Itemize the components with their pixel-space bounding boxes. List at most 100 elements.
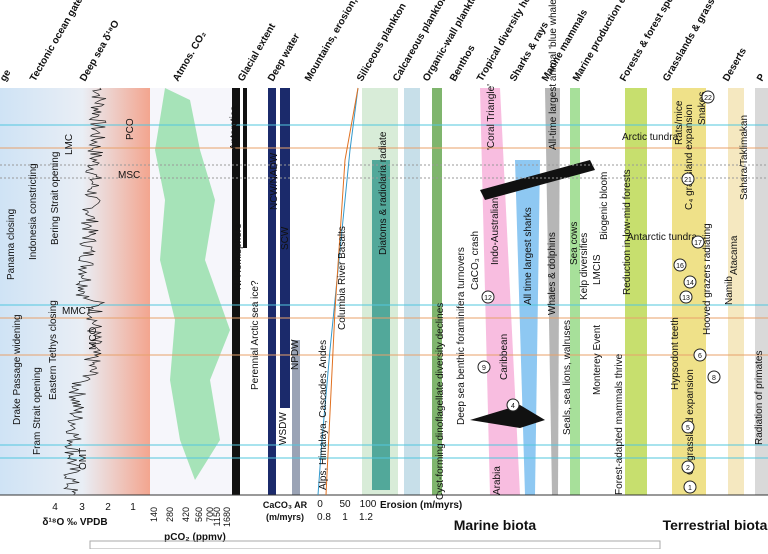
annotation: Hooved grazers radiating (702, 223, 713, 335)
tick-label: 1150 (212, 507, 222, 526)
annotation: Deep sea benthic foraminifera turnovers (456, 247, 467, 425)
axis-label: (m/myrs) (266, 512, 304, 522)
marker-number: 8 (712, 375, 716, 382)
marker-circle (683, 275, 697, 289)
marker-number: 13 (682, 295, 690, 302)
column-header: Mountains, erosion, volcanism (303, 0, 386, 84)
marker-circle (681, 172, 695, 186)
annotation: C₄ grassland expansion (684, 104, 695, 210)
axis-label: Erosion (m/myrs) (380, 500, 462, 511)
annotation: CaCO₃ crash (470, 231, 481, 290)
annotation: OMT (78, 448, 89, 470)
tick-label: 0.8 (317, 512, 331, 523)
annotation: All-time largest animal 'blue whale' (548, 0, 559, 150)
axis-label: CaCO₃ AR (263, 500, 308, 510)
axis-label: δ¹⁸O ‰ VPDB (42, 517, 107, 528)
annotation: Diatoms & radiolaria radiate (378, 131, 389, 255)
marker-circle (707, 370, 721, 384)
marker-circle (477, 360, 491, 374)
marker-circle (693, 348, 707, 362)
annotation: N. Hemisphere (233, 223, 244, 290)
marker-number: 16 (676, 263, 684, 270)
column-header: ge (0, 68, 14, 84)
axis-label: pCO₂ (ppmv) (164, 532, 226, 543)
annotation: All time largest sharks (523, 207, 534, 305)
erosion-curve (325, 87, 359, 496)
annotation: Hypsodont teeth (670, 317, 681, 390)
tick-label: 140 (149, 507, 159, 522)
annotation: Antarctica (229, 105, 240, 150)
footer-label: Marine biota (454, 517, 537, 533)
annotation: NPDW (290, 339, 301, 370)
tick-label: 50 (339, 499, 351, 510)
annotation: Snakes (697, 92, 708, 125)
tick-label: 100 (360, 499, 377, 510)
annotation: Seals, sea lions, walruses (562, 320, 573, 435)
annotation: Bering Strait opening (50, 152, 61, 245)
annotation: 'Coral Triangle' (486, 84, 497, 150)
column-header: Deep sea δ¹⁸O (78, 18, 122, 83)
footer-label: Terrestrial biota (663, 517, 768, 533)
annotation: Biogenic bloom (599, 172, 610, 240)
annotation: Panama closing (6, 209, 17, 280)
tick-label: 280 (165, 507, 175, 522)
annotation: Namib (724, 276, 735, 305)
marker-number: 9 (482, 365, 486, 372)
tick-label: 1 (342, 512, 348, 523)
annotation: Perennial Arctic sea ice? (250, 280, 261, 390)
annotation: WSDW (278, 412, 289, 445)
annotation: MMCT (62, 306, 92, 317)
tick-label: 0 (317, 499, 323, 510)
caco3-curve (317, 87, 359, 496)
annotation: Indonesia constricting (28, 163, 39, 260)
time-lines (0, 124, 768, 496)
annotation: Indo-Australian (490, 198, 501, 265)
marker-circle (681, 420, 695, 434)
tick-label: 3 (79, 502, 85, 513)
annotation: Radiation of primates (754, 351, 765, 446)
marker-number: 4 (511, 403, 515, 410)
annotation: Alps, Himalaya, Cascades, Andes (318, 340, 329, 490)
annotation: Fram Strait opening (32, 367, 43, 455)
annotation: Monterey Event (592, 325, 603, 395)
marker-number: 6 (698, 353, 702, 360)
column-header: Deserts (721, 46, 749, 84)
annotation: Rats/mice (674, 100, 685, 145)
annotation: Atacama (729, 235, 740, 275)
annotation: Sahara/Taklimakan (739, 115, 750, 200)
marker-circle (673, 258, 687, 272)
marker-circle (681, 460, 695, 474)
annotation: Antarctic tundra (627, 232, 697, 243)
annotation: LMC (64, 134, 75, 155)
annotation: MSC (118, 170, 140, 181)
annotation: Reduction in low-mid forests (622, 169, 633, 295)
annotation: MCO (88, 326, 99, 350)
marker-circle (481, 290, 495, 304)
annotation: SCW (280, 226, 291, 250)
column-header: Grasslands & grassland specialists (661, 0, 755, 83)
marker-circle (701, 90, 715, 104)
annotation: Sea cows (569, 222, 580, 265)
marker-number: 2 (686, 465, 690, 472)
tick-label: 700 (205, 507, 215, 522)
annotation: Caribbean (499, 334, 510, 380)
marker-circle (679, 290, 693, 304)
annotation: Whales & dolphins (547, 232, 558, 315)
annotation: Eastern Tethys closing (48, 300, 59, 400)
tick-label: 4 (52, 502, 58, 513)
tick-label: 560 (194, 507, 204, 522)
marker-circle (691, 235, 705, 249)
marker-circle (506, 398, 520, 412)
marker-number: 22 (704, 95, 712, 102)
tick-label: 1.2 (359, 512, 373, 523)
tick-label: 1680 (222, 507, 232, 527)
tick-label: 1 (130, 502, 136, 513)
annotation: NCW/NADW (269, 152, 280, 210)
annotation: Columbia River Basalts (337, 226, 348, 330)
d18o-curve (63, 87, 107, 495)
